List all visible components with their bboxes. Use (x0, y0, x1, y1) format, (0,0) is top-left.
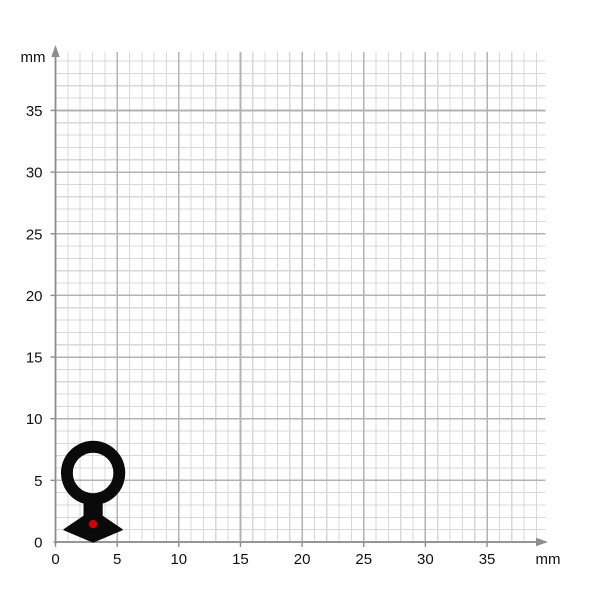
y-tick-label: 15 (26, 350, 43, 367)
y-tick-label: 0 (34, 535, 42, 552)
x-axis-ticks: 0 5 10 15 20 25 30 35 (51, 542, 495, 568)
y-tick-label: 25 (26, 226, 43, 243)
x-tick-label: 15 (232, 551, 249, 568)
y-tick-label: 35 (26, 103, 43, 120)
x-tick-label: 5 (113, 551, 121, 568)
x-tick-label: 25 (355, 551, 372, 568)
x-tick-label: 20 (294, 551, 311, 568)
x-tick-label: 10 (170, 551, 187, 568)
y-axis-unit-label: mm (21, 49, 46, 66)
x-tick-label: 0 (51, 551, 59, 568)
x-tick-label: 35 (479, 551, 496, 568)
x-axis-arrowhead (536, 537, 548, 547)
y-tick-label: 20 (26, 288, 43, 305)
grid-minor-lines (55, 52, 546, 542)
axes (51, 45, 548, 547)
y-tick-label: 5 (34, 473, 42, 490)
x-tick-label: 30 (417, 551, 434, 568)
y-axis-arrowhead (51, 45, 60, 57)
reference-point-marker (88, 519, 98, 529)
y-axis-ticks: 0 5 10 15 20 25 30 35 (26, 103, 56, 552)
y-tick-label: 10 (26, 411, 43, 428)
x-axis-unit-label: mm (536, 551, 561, 568)
y-tick-label: 30 (26, 165, 43, 182)
